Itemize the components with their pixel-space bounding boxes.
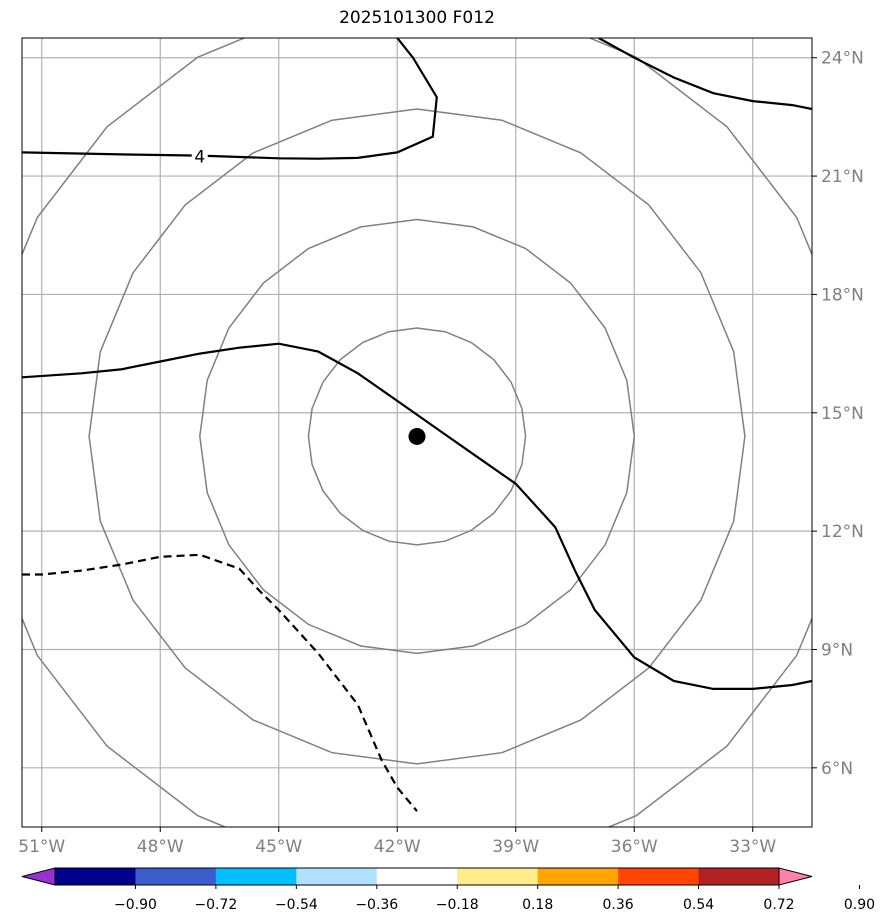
colorbar-tick-label: 0.18	[522, 897, 553, 913]
colorbar: −0.90 −0.72 −0.54 −0.36 −0.18 0.18 0.36 0.54 0.7…	[21, 867, 875, 913]
lon-tick-label: 51°W	[18, 837, 65, 857]
colorbar-outline	[54, 867, 780, 886]
lon-tick-label: 33°W	[729, 837, 776, 857]
contour-solid	[22, 342, 812, 691]
lat-tick-label: 12°N	[821, 522, 864, 542]
graticule	[22, 38, 812, 827]
contour-dashed	[22, 553, 418, 812]
range-ring	[22, 38, 812, 827]
lat-tick-label: 6°N	[821, 759, 853, 779]
colorbar-segment	[457, 868, 539, 885]
lat-tick-label: 15°N	[821, 404, 864, 424]
range-ring	[199, 218, 636, 655]
lat-tick-label: 18°N	[821, 285, 864, 305]
map-frame	[21, 37, 813, 828]
contour-label-bg	[191, 145, 208, 166]
colorbar-segment	[376, 868, 458, 885]
contour-solid	[598, 38, 812, 111]
range-rings	[22, 38, 812, 827]
colorbar-extend-high	[778, 867, 813, 886]
contour-label: 4	[194, 147, 205, 167]
lat-tick-label: 9°N	[821, 640, 853, 660]
map-title: 2025101300 F012	[339, 8, 495, 28]
colorbar-tick-label: 0.36	[603, 897, 634, 913]
storm-center-marker	[408, 427, 426, 445]
colorbar-tick-label: 0.90	[844, 897, 875, 913]
colorbar-segment	[296, 868, 378, 885]
colorbar-extend-low	[21, 867, 56, 886]
range-ring	[307, 327, 527, 546]
colorbar-tick-label: −0.54	[275, 897, 318, 913]
lon-tick-label: 45°W	[255, 837, 302, 857]
colorbar-tick-label: −0.36	[355, 897, 398, 913]
lon-tick-label: 42°W	[374, 837, 421, 857]
colorbar-segment	[135, 868, 217, 885]
colorbar-tick-label: −0.90	[114, 897, 157, 913]
colorbar-segment	[55, 868, 136, 885]
lon-tick-label: 36°W	[611, 837, 658, 857]
colorbar-tick-label: −0.72	[194, 897, 237, 913]
lon-tick-label: 39°W	[492, 837, 539, 857]
lon-tick-label: 48°W	[137, 837, 184, 857]
colorbar-tick-label: −0.18	[436, 897, 479, 913]
colorbar-segment	[537, 868, 619, 885]
colorbar-tick-label: 0.72	[763, 897, 794, 913]
colorbar-segment	[215, 868, 297, 885]
axis-ticks: 51°W 48°W 45°W 42°W 39°W 36°W 33°W 6°N 9°N 12°N 15…	[18, 49, 864, 857]
lat-tick-label: 21°N	[821, 167, 864, 187]
contour-solid	[22, 38, 438, 160]
contour-lines: 4	[22, 38, 812, 812]
colorbar-tick-label: 0.54	[683, 897, 714, 913]
lat-tick-label: 24°N	[821, 49, 864, 69]
range-ring	[88, 108, 746, 765]
colorbar-segment	[698, 868, 780, 885]
colorbar-segment	[618, 868, 700, 885]
storm-center	[408, 427, 426, 445]
